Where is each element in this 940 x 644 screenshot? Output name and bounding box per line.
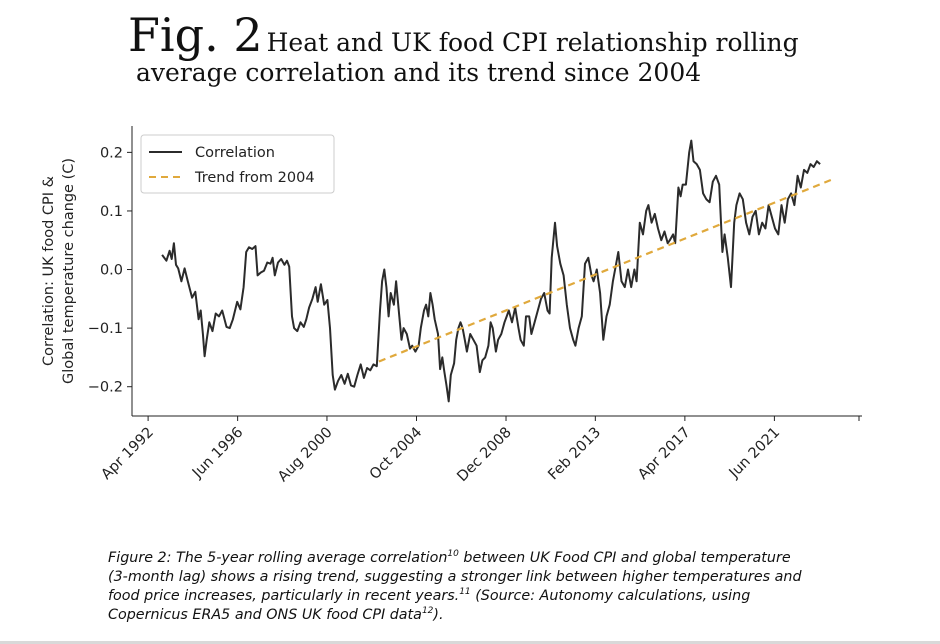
x-tick-label: Jun 2021 [726,425,783,482]
figure-title-line-1: Fig. 2 Heat and UK food CPI relationship … [128,12,918,58]
x-tick-label: Aug 2000 [275,425,336,486]
x-axis-ticks: Apr 1992 Jun 1996 Aug 2000 Oct 2004 Dec 2008… [99,416,860,486]
x-tick-label: Feb 2013 [545,425,604,484]
trend-line [378,177,835,363]
caption-ref-12: 12 [421,606,434,617]
legend-label: Correlation [195,145,275,161]
figure-title-text-2: average correlation and its trend since … [136,58,702,87]
caption-ref-11: 11 [459,587,471,598]
x-tick-label: Jun 1996 [189,425,246,482]
legend-box [140,134,335,194]
footer-divider [0,641,940,644]
y-tick-label: 0.0 [100,263,123,279]
x-tick-label: Apr 2017 [635,425,693,483]
figure-title-text-1: Heat and UK food CPI relationship rollin… [266,28,799,57]
y-tick-label: −0.2 [88,380,123,396]
chart-axes [131,126,862,417]
y-axis-label-line-2: Global temperature change (C) [61,158,77,384]
x-tick-label: Oct 2004 [367,425,425,483]
figure-title: Fig. 2 Heat and UK food CPI relationship … [128,12,918,87]
caption-ref-10: 10 [447,549,459,560]
figure-caption: Figure 2: The 5-year rolling average cor… [108,549,808,625]
y-axis-ticks: −0.2 −0.1 0.0 0.1 0.2 [88,145,132,396]
correlation-chart: −0.2 −0.1 0.0 0.1 0.2 Apr 1992 Jun 1996 Aug 20… [41,126,862,486]
figure-label: Fig. 2 [128,8,263,62]
y-tick-label: 0.1 [100,204,123,220]
caption-text-4: ). [433,607,444,623]
y-axis-label: Correlation: UK food CPI & Global tempera… [41,158,77,384]
x-tick-label: Dec 2008 [454,425,515,486]
caption-text-3: (Source: Autonomy calculations, using Co… [108,588,751,623]
x-tick-label: Apr 1992 [99,425,157,483]
y-tick-label: −0.1 [88,321,123,337]
caption-text-1: Figure 2: The 5-year rolling average cor… [108,550,448,566]
y-axis-label-line-1: Correlation: UK food CPI & [41,176,57,366]
correlation-line [161,139,821,403]
caption-text-2: between UK Food CPI and global temperatu… [108,550,802,604]
legend-label: Trend from 2004 [194,170,315,186]
chart-legend: Correlation Trend from 2004 [140,134,335,194]
y-tick-label: 0.2 [100,145,123,161]
chart-series [161,139,835,403]
